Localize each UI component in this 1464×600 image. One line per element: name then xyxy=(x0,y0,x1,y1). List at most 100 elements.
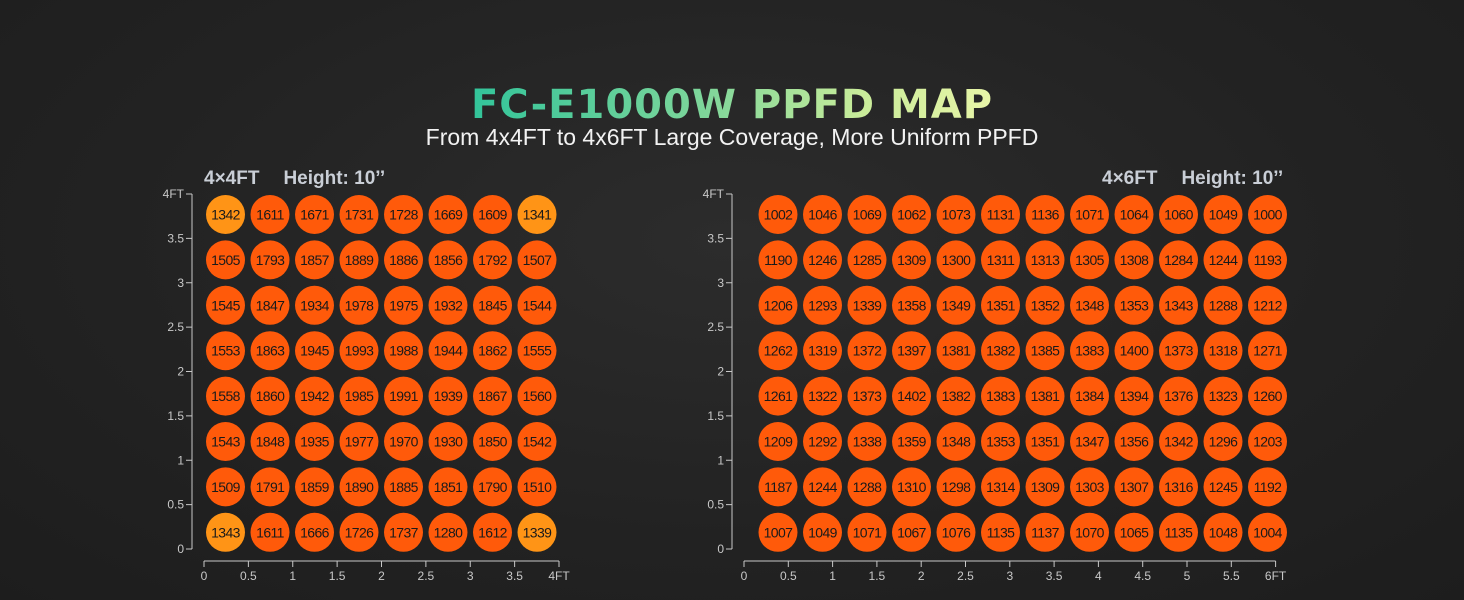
ppfd-cell-circle xyxy=(1203,376,1243,416)
ppfd-cell-circle xyxy=(758,331,798,371)
ppfd-map-4x6: 0 0.5 1 1.5 2 2.5 3 3.5 4 4.5 5 5.5 6FT 0 0.5 1 1.5 2 2.5 3… xyxy=(703,187,1287,583)
ppfd-cell-value: 1060 xyxy=(1164,207,1194,223)
ppfd-cell-circle xyxy=(384,240,423,280)
ppfd-cell-value: 1285 xyxy=(853,252,883,268)
ppfd-cell-value: 1555 xyxy=(523,343,553,359)
ppfd-cell-value: 1850 xyxy=(478,434,508,450)
ppfd-cell-value: 1669 xyxy=(434,207,464,223)
ppfd-cell-circle xyxy=(250,331,290,371)
ppfd-cell-circle xyxy=(803,195,842,234)
ppfd-cell-value: 1193 xyxy=(1254,252,1283,268)
ppfd-cell-circle xyxy=(1070,376,1109,416)
ppfd-cell-value: 1793 xyxy=(256,252,286,268)
ppfd-cell-value: 1280 xyxy=(434,524,464,540)
ppfd-cell-value: 1192 xyxy=(1254,479,1283,495)
ppfd-cell-circle xyxy=(758,512,798,552)
ppfd-cell-circle xyxy=(847,195,887,234)
ppfd-cell-circle xyxy=(1025,285,1065,325)
ppfd-cell-value: 1845 xyxy=(478,297,508,313)
ppfd-cell-value: 1298 xyxy=(942,479,972,495)
ppfd-cell-value: 1510 xyxy=(523,479,553,495)
ppfd-cell-circle xyxy=(428,467,468,507)
ppfd-cell-value: 1071 xyxy=(853,524,883,540)
ppfd-cell-circle xyxy=(981,195,1020,234)
ppfd-cell-circle xyxy=(1025,240,1065,280)
ppfd-cell-value: 1070 xyxy=(1075,524,1105,540)
ppfd-cell-value: 1857 xyxy=(300,252,330,268)
ppfd-cell-circle xyxy=(847,285,887,325)
ppfd-cell-circle xyxy=(428,285,468,325)
ppfd-cell-value: 1310 xyxy=(897,479,927,495)
x-tick-label: 4FT xyxy=(548,569,570,583)
ppfd-cell-circle xyxy=(1070,331,1109,371)
ppfd-cell-circle xyxy=(1248,376,1287,416)
ppfd-cell-circle xyxy=(250,512,290,552)
ppfd-cell-circle xyxy=(1159,467,1198,507)
ppfd-cell-value: 1288 xyxy=(853,479,883,495)
ppfd-cell-circle xyxy=(384,376,423,416)
y-tick-label: 2.5 xyxy=(167,320,184,334)
ppfd-cell-circle xyxy=(981,422,1020,461)
y-tick-label: 2 xyxy=(717,365,724,379)
ppfd-cell-value: 1004 xyxy=(1253,524,1283,540)
ppfd-cell-circle xyxy=(473,512,512,552)
ppfd-cell-circle xyxy=(981,376,1020,416)
x-tick-label: 3.5 xyxy=(1046,569,1063,583)
ppfd-cell-value: 1293 xyxy=(808,297,838,313)
ppfd-cell-circle xyxy=(1159,331,1198,371)
ppfd-cell-circle xyxy=(339,512,379,552)
ppfd-cell-circle xyxy=(1248,195,1287,234)
ppfd-cell-circle xyxy=(1025,422,1065,461)
ppfd-cell-value: 1300 xyxy=(942,252,972,268)
ppfd-cell-value: 1543 xyxy=(211,434,241,450)
ppfd-cell-circle xyxy=(428,240,468,280)
ppfd-cell-value: 1383 xyxy=(1075,343,1105,359)
ppfd-cell-circle xyxy=(1025,467,1065,507)
ppfd-cell-circle xyxy=(1159,285,1198,325)
x-tick-label: 6FT xyxy=(1265,569,1287,583)
ppfd-cell-circle xyxy=(1070,467,1109,507)
ppfd-cell-value: 1359 xyxy=(897,434,927,450)
ppfd-cell-value: 1863 xyxy=(256,343,286,359)
ppfd-cell-value: 1338 xyxy=(853,434,883,450)
ppfd-cell-value: 1136 xyxy=(1031,207,1060,223)
ppfd-cell-value: 1671 xyxy=(300,207,330,223)
y-tick-label: 3 xyxy=(717,276,724,290)
ppfd-cell-value: 1212 xyxy=(1253,297,1283,313)
ppfd-cell-value: 1385 xyxy=(1031,343,1061,359)
ppfd-cell-circle xyxy=(803,376,842,416)
ppfd-cell-value: 1341 xyxy=(523,207,553,223)
x-tick-label: 2.5 xyxy=(957,569,974,583)
ppfd-cell-value: 1069 xyxy=(853,207,883,223)
ppfd-cell-value: 1307 xyxy=(1120,479,1150,495)
x-tick-label: 4.5 xyxy=(1134,569,1151,583)
ppfd-cell-circle xyxy=(473,422,512,461)
ppfd-cell-circle xyxy=(847,376,887,416)
ppfd-cell-value: 1342 xyxy=(1164,434,1194,450)
ppfd-cell-value: 1731 xyxy=(345,207,375,223)
ppfd-cell-circle xyxy=(1070,512,1109,552)
ppfd-cell-circle xyxy=(339,467,379,507)
y-tick-label: 3.5 xyxy=(167,231,184,245)
ppfd-cell-value: 1934 xyxy=(300,297,330,313)
ppfd-cell-value: 1544 xyxy=(523,297,553,313)
ppfd-cell-circle xyxy=(936,285,976,325)
ppfd-cell-circle xyxy=(803,240,842,280)
ppfd-cell-value: 1305 xyxy=(1075,252,1105,268)
ppfd-cell-circle xyxy=(892,285,931,325)
ppfd-cell-circle xyxy=(1025,376,1065,416)
ppfd-cell-value: 1348 xyxy=(1075,297,1105,313)
ppfd-cell-value: 1356 xyxy=(1120,434,1150,450)
ppfd-cell-circle xyxy=(1114,331,1154,371)
ppfd-cell-circle xyxy=(1203,422,1243,461)
ppfd-cell-circle xyxy=(339,422,379,461)
ppfd-cell-circle xyxy=(1070,285,1109,325)
ppfd-cell-value: 1318 xyxy=(1209,343,1239,359)
ppfd-cell-circle xyxy=(1248,422,1287,461)
ppfd-cell-circle xyxy=(1070,240,1109,280)
ppfd-cell-value: 1381 xyxy=(1031,388,1061,404)
ppfd-cell-circle xyxy=(339,240,379,280)
ppfd-cell-circle xyxy=(339,285,379,325)
ppfd-cell-circle xyxy=(892,376,931,416)
ppfd-cell-value: 1353 xyxy=(986,434,1016,450)
